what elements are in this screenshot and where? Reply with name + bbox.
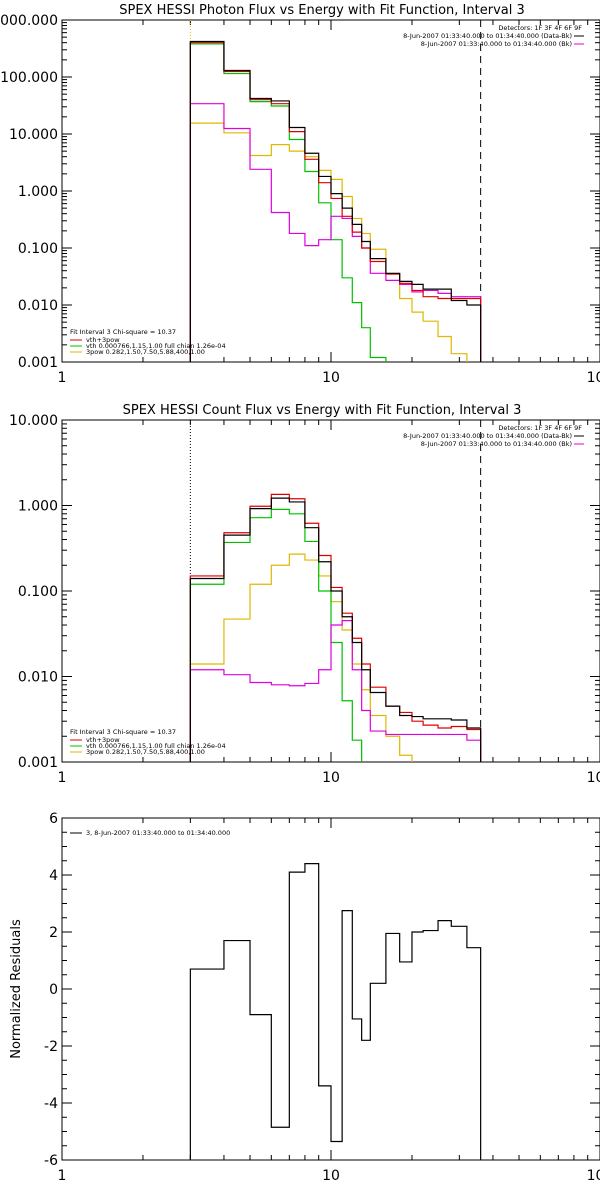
count-flux-detectors: Detectors: 1F 3F 4F 6F 9F [498,424,582,432]
x-tick-label: 10 [322,1168,340,1184]
y-tick-label: 6 [49,811,58,827]
y-tick-label: 1000.000 [0,13,58,29]
series-bk [189,103,482,362]
residuals-axes: 1 10 100 -6 -4 -2 0 2 4 6 [44,811,600,1184]
y-tick-label: 4 [49,868,58,884]
residuals-y-axis-label: Normalized Residuals [9,919,24,1059]
y-tick-label: 0.010 [18,298,58,314]
count-flux-title: SPEX HESSI Count Flux vs Energy with Fit… [123,403,522,418]
photon-flux-legend-fit: Fit Interval 3 Chi-square = 10.37 [70,328,176,336]
count-flux-header-bk: 8-Jun-2007 01:33:40.000 to 01:34:40.000 … [421,440,572,448]
y-tick-label: 0.001 [18,355,58,371]
series-3-8-jun-2007-01-33-40-000-to-01-34-40-000 [189,863,482,1160]
x-tick-label: 100 [587,1168,600,1184]
y-tick-label: 100.000 [0,70,58,86]
photon-flux-legend-3pow: 3pow 0.282,1.50,7.50,5.88,400,1.00 [86,348,205,356]
x-tick-label: 1 [58,1168,67,1184]
count-flux-panel: SPEX HESSI Count Flux vs Energy with Fit… [9,403,600,786]
series-vth [189,508,363,762]
photon-flux-panel: SPEX HESSI Photon Flux vs Energy with Fi… [0,3,600,386]
y-tick-label: 1.000 [18,184,58,200]
photon-flux-title: SPEX HESSI Photon Flux vs Energy with Fi… [119,3,525,18]
series-3pow [189,122,468,362]
count-flux-axes: 1 10 100 0.001 0.010 0.100 1.000 10.000 [9,413,600,786]
y-tick-label: 0 [49,982,58,998]
series-vth [189,43,387,362]
count-flux-legend-vth3pow: vth+3pow [86,736,120,744]
x-tick-label: 10 [322,770,340,786]
y-tick-label: 10.000 [9,127,58,143]
photon-flux-series [189,40,482,362]
series-data-bk [189,40,482,362]
x-tick-label: 1 [58,770,67,786]
count-flux-legend-3pow: 3pow 0.282,1.50,7.50,5.88,400,1.00 [86,748,205,756]
count-flux-series [189,493,482,762]
photon-flux-axes: 1 10 100 0.001 0.010 0.100 1.000 10.000 100.000 1… [0,13,600,386]
y-tick-label: -2 [44,1039,58,1055]
y-tick-label: 0.100 [18,241,58,257]
y-tick-label: -4 [44,1096,58,1112]
photon-flux-legend-vth3pow: vth+3pow [86,336,120,344]
photon-flux-detectors: Detectors: 1F 3F 4F 6F 9F [498,24,582,32]
y-tick-label: 10.000 [9,413,58,429]
residuals-series [189,863,482,1160]
series-3pow [189,553,413,762]
y-tick-label: 0.100 [18,584,58,600]
count-flux-header-data: 8-Jun-2007 01:33:40.000 to 01:34:40.000 … [403,432,572,440]
y-tick-label: 1.000 [18,499,58,515]
y-tick-label: 0.001 [18,755,58,771]
photon-flux-header-bk: 8-Jun-2007 01:33:40.000 to 01:34:40.000 … [421,40,572,48]
y-tick-label: 0.010 [18,670,58,686]
count-flux-legend-vth: vth 0.000766,1.15,1.00 full chian 1.26e-… [86,742,226,750]
x-tick-label: 100 [587,370,600,386]
x-tick-label: 100 [587,770,600,786]
x-tick-label: 1 [58,370,67,386]
count-flux-legend-fit: Fit Interval 3 Chi-square = 10.37 [70,728,176,736]
residuals-panel: 1 10 100 -6 -4 -2 0 2 4 6 Normalized Residuals 3,… [9,811,600,1184]
y-tick-label: -6 [44,1153,58,1169]
x-tick-label: 10 [322,370,340,386]
y-tick-label: 2 [49,925,58,941]
series-bk [189,620,482,762]
series-vth-3pow [189,42,482,362]
residuals-legend-label: 3, 8-Jun-2007 01:33:40.000 to 01:34:40.0… [86,829,230,837]
series-data-bk [189,497,482,762]
photon-flux-header-data: 8-Jun-2007 01:33:40.000 to 01:34:40.000 … [403,32,572,40]
photon-flux-legend-vth: vth 0.000766,1.15,1.00 full chian 1.26e-… [86,342,226,350]
